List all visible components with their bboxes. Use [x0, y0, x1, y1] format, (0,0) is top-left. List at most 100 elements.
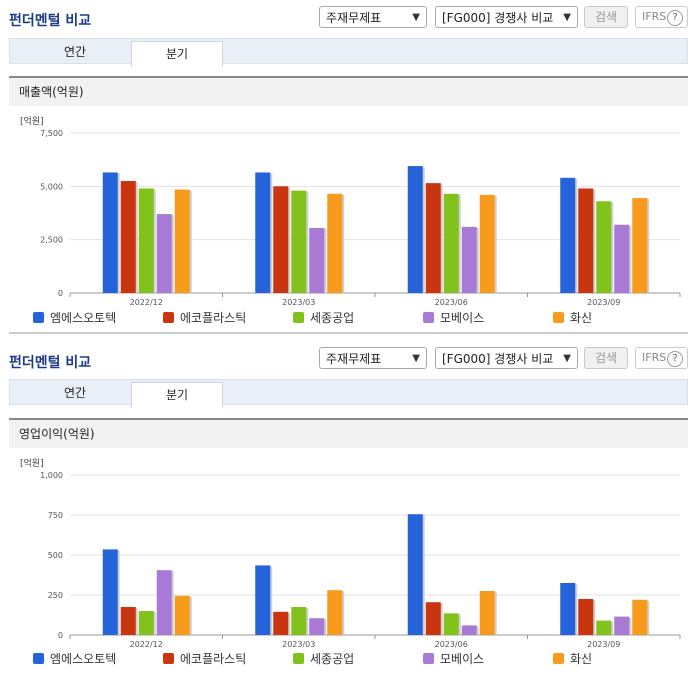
bar[interactable] — [443, 613, 459, 635]
bar[interactable] — [479, 591, 495, 635]
x-tick-label: 2023/06 — [435, 298, 468, 307]
legend-swatch — [293, 312, 304, 323]
legend-item[interactable]: 엠에스오토텍 — [33, 651, 116, 667]
bar[interactable] — [309, 618, 325, 635]
legend-item[interactable]: 세종공업 — [293, 310, 354, 326]
bar[interactable] — [138, 188, 154, 293]
bar[interactable] — [479, 194, 495, 293]
bar[interactable] — [327, 590, 343, 635]
bar[interactable] — [156, 214, 172, 293]
bar[interactable] — [632, 198, 648, 293]
bar[interactable] — [425, 602, 441, 635]
y-tick-label: 7,500 — [40, 129, 63, 138]
bar[interactable] — [596, 201, 612, 293]
section-title: 매출액(억원) — [9, 76, 688, 106]
bar[interactable] — [120, 607, 136, 635]
legend: 엠에스오토텍 에코플라스틱 세종공업 모베이스 화신 — [0, 651, 696, 667]
legend-item[interactable]: 모베이스 — [423, 651, 484, 667]
help-icon[interactable]: ? — [667, 10, 683, 26]
y-tick-label: 500 — [48, 551, 63, 560]
bar[interactable] — [273, 611, 289, 635]
help-icon[interactable]: ? — [667, 351, 683, 367]
y-tick-label: 0 — [58, 289, 63, 298]
search-button[interactable]: 검색 — [584, 347, 628, 369]
x-tick-label: 2023/09 — [587, 298, 620, 307]
bar[interactable] — [425, 183, 441, 293]
legend-item[interactable]: 에코플라스틱 — [163, 651, 246, 667]
bar[interactable] — [255, 565, 271, 635]
legend-label: 모베이스 — [440, 652, 485, 666]
statement-select[interactable]: 주재무제표 ▼ — [319, 347, 427, 369]
legend-item[interactable]: 화신 — [553, 310, 592, 326]
bar[interactable] — [255, 172, 271, 293]
ifrs-label: IFRS — [642, 10, 667, 23]
x-tick-label: 2023/06 — [435, 640, 468, 649]
period-tabs: 연간 분기 — [9, 38, 688, 67]
panel-title: 펀더멘털 비교 — [9, 355, 92, 371]
x-tick-label: 2023/03 — [282, 298, 315, 307]
tab-annual[interactable]: 연간 — [63, 45, 87, 59]
legend-item[interactable]: 에코플라스틱 — [163, 310, 246, 326]
legend-item[interactable]: 모베이스 — [423, 310, 484, 326]
bar[interactable] — [461, 625, 477, 635]
period-tabs: 연간 분기 — [9, 379, 688, 408]
legend: 엠에스오토텍 에코플라스틱 세종공업 모베이스 화신 — [0, 310, 696, 326]
bar[interactable] — [156, 570, 172, 635]
bar[interactable] — [614, 224, 630, 293]
bar[interactable] — [578, 188, 594, 293]
y-tick-label: 750 — [48, 511, 63, 520]
bar[interactable] — [327, 193, 343, 293]
search-button[interactable]: 검색 — [584, 6, 628, 28]
ifrs-button[interactable]: IFRS ? — [635, 347, 688, 369]
tab-quarterly[interactable]: 분기 — [131, 382, 223, 408]
bar[interactable] — [632, 599, 648, 635]
bar[interactable] — [596, 620, 612, 635]
bar[interactable] — [102, 172, 118, 293]
ifrs-button[interactable]: IFRS ? — [635, 6, 688, 28]
bar[interactable] — [407, 166, 423, 293]
statement-select-value: 주재무제표 — [326, 352, 382, 366]
legend-label: 세종공업 — [310, 311, 355, 325]
legend-item[interactable]: 엠에스오토텍 — [33, 310, 116, 326]
divider — [9, 332, 688, 334]
bar[interactable] — [102, 549, 118, 635]
legend-swatch — [553, 312, 564, 323]
bar[interactable] — [614, 616, 630, 635]
legend-swatch — [33, 312, 44, 323]
bar[interactable] — [138, 611, 154, 635]
statement-select[interactable]: 주재무제표 ▼ — [319, 6, 427, 28]
legend-label: 에코플라스틱 — [180, 311, 247, 325]
bar[interactable] — [291, 190, 307, 293]
bar[interactable] — [560, 177, 576, 293]
bar[interactable] — [120, 181, 136, 293]
chevron-down-icon: ▼ — [412, 353, 420, 364]
tab-annual[interactable]: 연간 — [63, 386, 87, 400]
legend-label: 화신 — [570, 652, 593, 666]
bar[interactable] — [461, 226, 477, 293]
legend-label: 엠에스오토텍 — [50, 311, 117, 325]
x-tick-label: 2022/12 — [130, 298, 163, 307]
bar[interactable] — [443, 193, 459, 293]
bar[interactable] — [174, 595, 190, 635]
chart-unit-label: [억원] — [20, 117, 44, 127]
bar[interactable] — [560, 583, 576, 635]
legend-item[interactable]: 세종공업 — [293, 651, 354, 667]
legend-swatch — [33, 653, 44, 664]
chart-unit-label: [억원] — [20, 459, 44, 469]
bar[interactable] — [273, 186, 289, 293]
peer-group-select[interactable]: [FG000] 경쟁사 비교 ▼ — [435, 347, 578, 369]
tab-quarterly[interactable]: 분기 — [131, 41, 223, 67]
bar[interactable] — [174, 189, 190, 293]
chevron-down-icon: ▼ — [563, 353, 571, 364]
y-tick-label: 1,000 — [40, 471, 63, 480]
bar[interactable] — [407, 514, 423, 635]
bar[interactable] — [309, 227, 325, 293]
legend-swatch — [293, 653, 304, 664]
revenue-chart: 0 2,500 5,000 7,500 2022/12 2023/03 2023/06 202… — [40, 129, 681, 307]
bar[interactable] — [578, 599, 594, 635]
legend-item[interactable]: 화신 — [553, 651, 592, 667]
bar[interactable] — [291, 607, 307, 635]
y-tick-label: 250 — [48, 591, 63, 600]
x-tick-label: 2022/12 — [130, 640, 163, 649]
peer-group-select[interactable]: [FG000] 경쟁사 비교 ▼ — [435, 6, 578, 28]
